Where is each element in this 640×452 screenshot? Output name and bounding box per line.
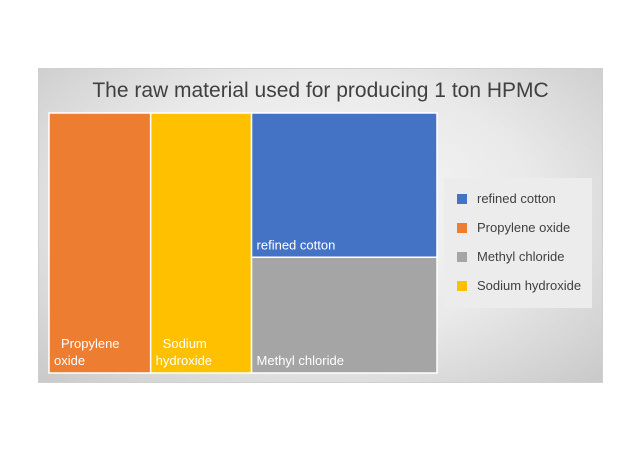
chart-area: The raw material used for producing 1 to… — [38, 68, 603, 383]
treemap-tile-sodium-hydroxide — [149, 112, 253, 374]
treemap-tile-methyl-chloride — [250, 256, 438, 374]
legend-swatch — [457, 193, 467, 204]
legend-swatch — [457, 280, 467, 291]
treemap-tile-propylene-oxide — [48, 112, 152, 374]
legend-item-refined-cotton: refined cotton — [457, 184, 592, 213]
legend-label: Methyl chloride — [477, 249, 565, 264]
treemap-plot: Propylene oxide Sodium hydroxide refined cot… — [48, 112, 438, 374]
legend-swatch — [457, 222, 467, 233]
legend-item-methyl-chloride: Methyl chloride — [457, 242, 592, 271]
legend-label: Sodium hydroxide — [477, 278, 582, 293]
data-label-propylene-oxide: Propylene oxide — [54, 336, 120, 368]
legend-swatch — [457, 251, 467, 262]
data-label-refined-cotton: refined cotton — [257, 237, 336, 252]
legend-item-sodium-hydroxide: Sodium hydroxide — [457, 271, 592, 300]
legend-item-propylene-oxide: Propylene oxide — [457, 213, 592, 242]
legend-label: Propylene oxide — [477, 220, 571, 235]
treemap-tile-refined-cotton — [250, 112, 438, 259]
legend: refined cotton Propylene oxide Methyl chlo… — [444, 178, 592, 308]
data-label-sodium-hydroxide: Sodium hydroxide — [156, 336, 212, 368]
legend-label: refined cotton — [477, 191, 556, 206]
data-label-methyl-chloride: Methyl chloride — [257, 353, 344, 368]
chart-title: The raw material used for producing 1 to… — [92, 79, 549, 102]
